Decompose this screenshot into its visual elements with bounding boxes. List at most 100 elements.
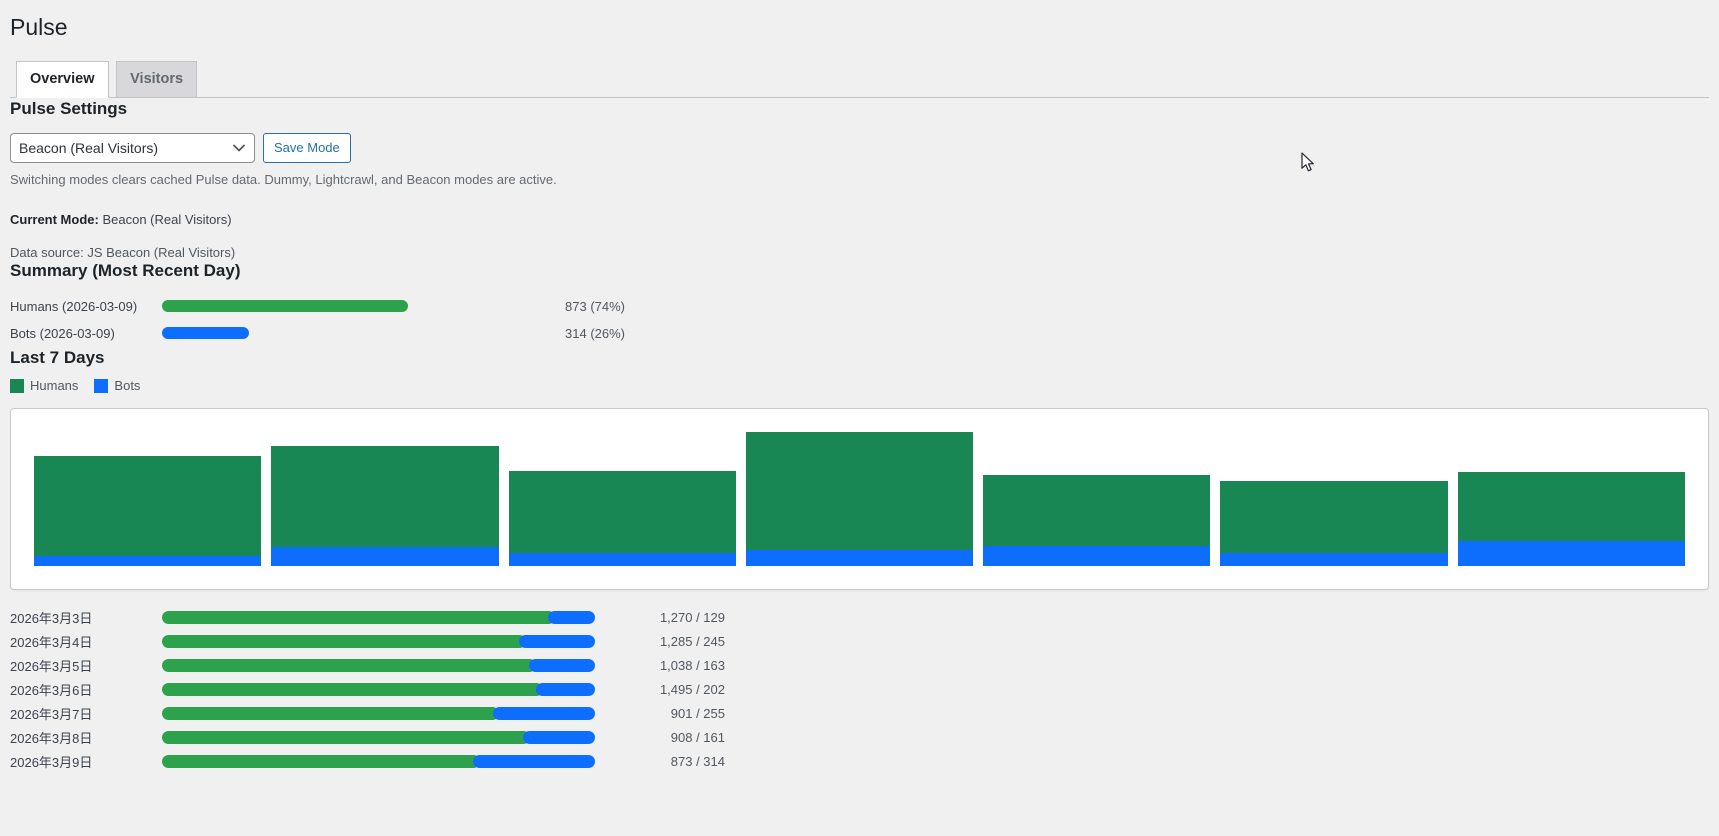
daily-bar-bots bbox=[536, 683, 595, 697]
content-wrap: Pulse Overview Visitors Pulse Settings B… bbox=[10, 14, 1709, 774]
last7-heading: Last 7 Days bbox=[10, 347, 105, 367]
tab-visitors[interactable]: Visitors bbox=[116, 60, 198, 98]
chart-bar bbox=[508, 470, 736, 566]
summary-row-value: 314 (26%) bbox=[565, 325, 625, 341]
daily-bar-humans bbox=[162, 611, 556, 625]
daily-bar-humans bbox=[162, 683, 544, 697]
daily-row-value: 908 / 161 bbox=[670, 730, 725, 746]
daily-row: 2026年3月4日 1,285 / 245 bbox=[10, 630, 1709, 654]
current-mode-line: Current Mode: Beacon (Real Visitors) bbox=[10, 212, 1709, 227]
chart-segment-bots bbox=[271, 546, 499, 566]
daily-row-date: 2026年3月3日 bbox=[10, 611, 93, 627]
chart-bar bbox=[1457, 471, 1685, 566]
daily-row-value: 1,038 / 163 bbox=[659, 658, 725, 674]
daily-row: 2026年3月6日 1,495 / 202 bbox=[10, 678, 1709, 702]
daily-row: 2026年3月5日 1,038 / 163 bbox=[10, 654, 1709, 678]
daily-row-date: 2026年3月9日 bbox=[10, 755, 93, 771]
daily-row-date: 2026年3月6日 bbox=[10, 683, 93, 699]
summary-rows: Humans (2026-03-09) 873 (74%) Bots (2026-0… bbox=[10, 293, 1709, 347]
daily-row: 2026年3月3日 1,270 / 129 bbox=[10, 606, 1709, 630]
chart-segment-bots bbox=[1457, 540, 1685, 566]
data-source-line: Data source: JS Beacon (Real Visitors) bbox=[10, 244, 236, 260]
daily-row-value: 873 / 314 bbox=[670, 754, 725, 770]
settings-heading: Pulse Settings bbox=[10, 98, 128, 118]
chart-segment-bots bbox=[508, 552, 736, 566]
summary-bar-fill bbox=[162, 327, 249, 340]
mode-select[interactable]: Beacon (Real Visitors) bbox=[10, 132, 255, 163]
page-title: Pulse bbox=[10, 14, 68, 40]
daily-bar-humans bbox=[162, 659, 537, 673]
chart-segment-bots bbox=[983, 545, 1211, 566]
daily-row-value: 1,270 / 129 bbox=[659, 610, 725, 626]
chart-segment-humans bbox=[508, 470, 736, 553]
daily-row-date: 2026年3月4日 bbox=[10, 635, 93, 651]
daily-row-date: 2026年3月5日 bbox=[10, 659, 93, 675]
legend-swatch-icon bbox=[94, 378, 109, 393]
mode-select-wrap: Beacon (Real Visitors) bbox=[10, 132, 255, 163]
daily-bar-humans bbox=[162, 731, 530, 745]
daily-bar-bots bbox=[529, 659, 595, 673]
chart-segment-bots bbox=[34, 555, 262, 566]
stacked-bar-chart bbox=[10, 407, 1709, 590]
daily-row-value: 1,495 / 202 bbox=[659, 682, 725, 698]
summary-row: Humans (2026-03-09) 873 (74%) bbox=[10, 293, 1709, 320]
save-mode-button[interactable]: Save Mode bbox=[263, 132, 351, 163]
daily-row-date: 2026年3月7日 bbox=[10, 707, 93, 723]
summary-heading: Summary (Most Recent Day) bbox=[10, 260, 241, 280]
chart-segment-bots bbox=[1220, 552, 1448, 566]
daily-bar-track bbox=[162, 707, 595, 721]
chart-segment-humans bbox=[34, 455, 262, 556]
daily-bar-track bbox=[162, 611, 595, 625]
chart-segment-humans bbox=[1457, 471, 1685, 541]
tab-overview[interactable]: Overview bbox=[16, 60, 109, 98]
chart-bar bbox=[271, 445, 499, 566]
chart-segment-humans bbox=[1220, 480, 1448, 553]
daily-bar-bots bbox=[492, 707, 595, 721]
daily-bar-bots bbox=[473, 755, 595, 769]
daily-bar-humans bbox=[162, 755, 481, 769]
daily-bar-track bbox=[162, 635, 595, 649]
chart-segment-humans bbox=[271, 445, 499, 547]
summary-bar-track bbox=[162, 300, 495, 313]
chart-segment-humans bbox=[745, 431, 974, 550]
tab-bar: Overview Visitors bbox=[10, 60, 1709, 98]
daily-bar-track bbox=[162, 659, 595, 673]
daily-rows: 2026年3月3日 1,270 / 129 2026年3月4日 1,285 / 245… bbox=[10, 606, 1709, 774]
legend-item-humans: Humans bbox=[10, 378, 78, 393]
daily-row-date: 2026年3月8日 bbox=[10, 731, 93, 747]
current-mode-value: Beacon (Real Visitors) bbox=[102, 211, 232, 227]
summary-row-label: Bots (2026-03-09) bbox=[10, 325, 115, 341]
daily-bar-track bbox=[162, 755, 595, 769]
settings-controls: Beacon (Real Visitors) Save Mode bbox=[10, 132, 1709, 163]
chart-segment-humans bbox=[983, 474, 1211, 546]
mouse-cursor-icon bbox=[1301, 152, 1315, 176]
chart-bar bbox=[1220, 480, 1448, 566]
daily-bar-bots bbox=[548, 611, 595, 625]
daily-bar-bots bbox=[518, 635, 595, 649]
daily-bar-track bbox=[162, 683, 595, 697]
chart-bar bbox=[34, 455, 262, 566]
daily-row: 2026年3月7日 901 / 255 bbox=[10, 702, 1709, 726]
summary-bar-track bbox=[162, 327, 495, 340]
daily-row: 2026年3月8日 908 / 161 bbox=[10, 726, 1709, 750]
legend-label: Humans bbox=[30, 378, 79, 394]
current-mode-label: Current Mode: bbox=[10, 211, 99, 227]
summary-row-value: 873 (74%) bbox=[565, 298, 625, 314]
legend-item-bots: Bots bbox=[94, 378, 140, 393]
legend-swatch-icon bbox=[10, 378, 24, 393]
chart-bar bbox=[983, 474, 1211, 566]
daily-bar-bots bbox=[522, 731, 595, 745]
daily-row-value: 1,285 / 245 bbox=[659, 634, 725, 650]
legend-label: Bots bbox=[114, 378, 141, 394]
daily-bar-humans bbox=[162, 635, 526, 649]
chart-legend: Humans Bots bbox=[10, 378, 1709, 396]
daily-row-value: 901 / 255 bbox=[670, 706, 725, 722]
settings-description: Switching modes clears cached Pulse data… bbox=[10, 171, 557, 187]
summary-row: Bots (2026-03-09) 314 (26%) bbox=[10, 320, 1709, 347]
daily-row: 2026年3月9日 873 / 314 bbox=[10, 750, 1709, 774]
chart-bar bbox=[745, 431, 974, 566]
daily-bar-track bbox=[162, 731, 595, 745]
summary-bar-fill bbox=[162, 300, 409, 313]
daily-bar-humans bbox=[162, 707, 500, 721]
